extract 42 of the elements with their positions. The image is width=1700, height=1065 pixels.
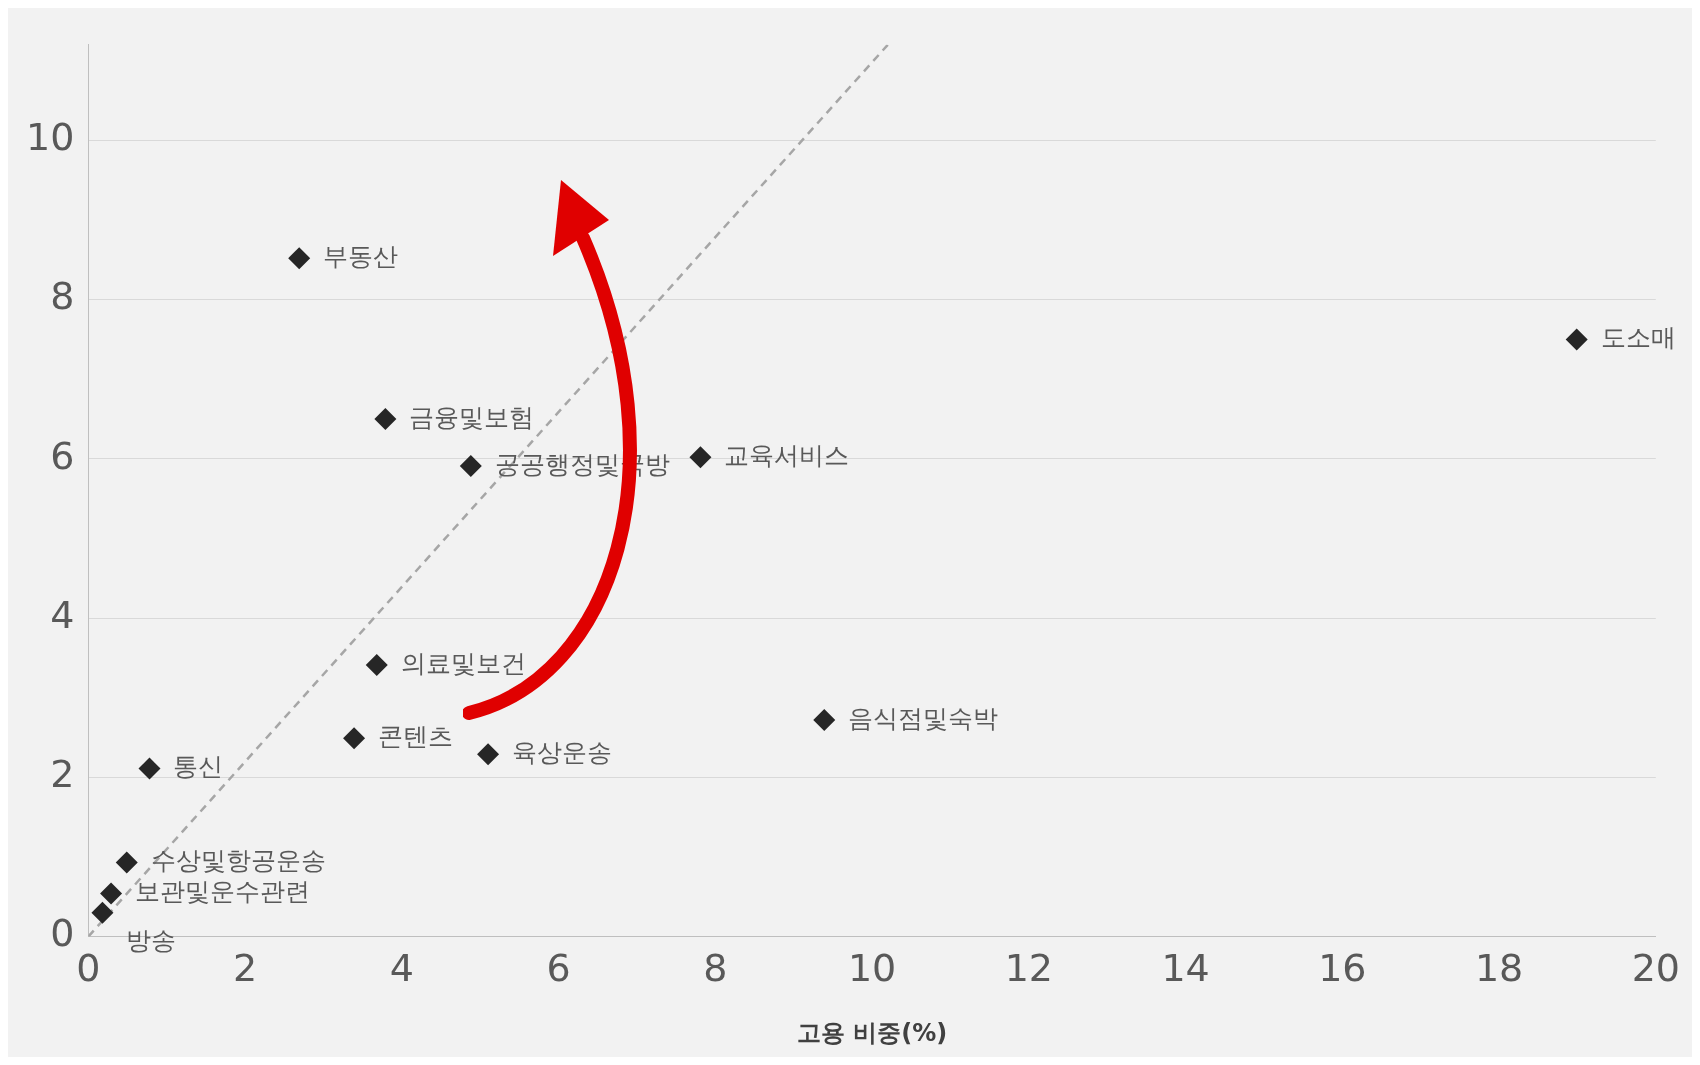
point (689, 446, 712, 469)
point (91, 901, 114, 924)
x-tick-label: 14 (1161, 946, 1210, 991)
annotation: 보관및운수관련 (135, 877, 311, 907)
x-tick-label: 6 (546, 946, 571, 991)
point (288, 247, 311, 270)
x-tick-label: 16 (1318, 946, 1367, 991)
x-tick-label: 8 (703, 946, 728, 991)
point (343, 727, 366, 750)
annotation: 의료및보건 (400, 648, 526, 678)
x-tick-label: 18 (1474, 946, 1524, 991)
annotation: 방송 (126, 926, 177, 956)
annotation: 금융및보험 (409, 402, 535, 432)
x-tick-label: 20 (1631, 946, 1680, 991)
y-tick-label: 6 (50, 433, 75, 478)
annotation: 수상및항공운송 (150, 846, 326, 876)
x-tick-label: 2 (233, 946, 258, 991)
point (813, 709, 836, 732)
x-tick-label: 4 (389, 946, 414, 991)
y-tick-label: 4 (50, 592, 75, 637)
annotation: 통신 (173, 752, 224, 782)
annotation: 콘텐츠 (378, 721, 454, 751)
annotation: 교육서비스 (724, 440, 850, 470)
point (100, 882, 123, 905)
annotation: 부동산 (323, 241, 399, 271)
point (374, 408, 397, 431)
y-tick-label: 2 (50, 752, 75, 797)
x-axis-title: 고용 비중(%) (796, 1018, 948, 1047)
point (115, 851, 138, 874)
point (477, 743, 500, 766)
annotation: 도소매 (1600, 322, 1676, 352)
y-tick-label: 0 (50, 911, 75, 956)
x-tick-label: 10 (847, 946, 897, 991)
point (365, 654, 388, 677)
point (138, 757, 161, 780)
annotation: 육상운송 (512, 737, 613, 767)
y-tick-label: 10 (25, 115, 75, 160)
y-tick-label: 8 (50, 274, 75, 319)
x-tick-label: 12 (1004, 946, 1054, 991)
annotation: 음식점및숙박 (848, 703, 999, 733)
point (459, 455, 482, 478)
point (1565, 328, 1588, 351)
